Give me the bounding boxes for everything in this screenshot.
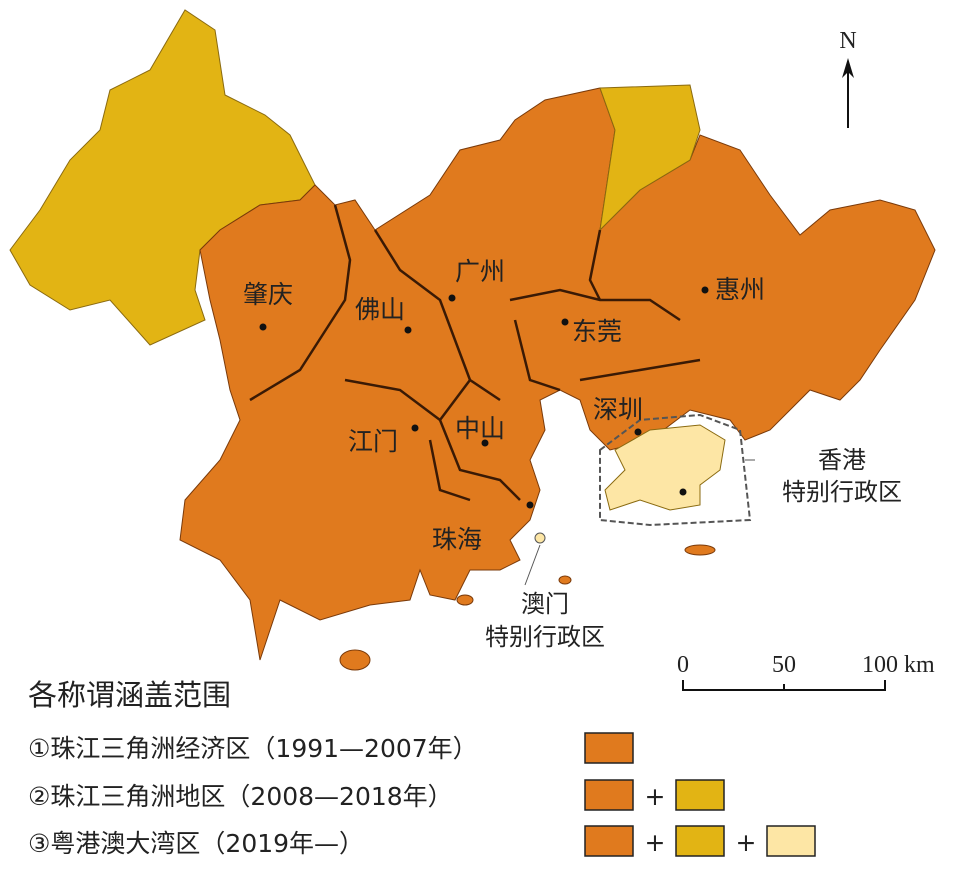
region-label: 澳门 xyxy=(521,590,569,618)
region-orange xyxy=(179,87,936,661)
hong-kong-outline xyxy=(599,413,752,527)
city-label: 东莞 xyxy=(572,317,622,346)
legend-swatches xyxy=(584,732,816,857)
city-label: 江门 xyxy=(348,427,398,456)
scale-label: 0 xyxy=(677,652,689,678)
north-arrow-label: N xyxy=(839,28,856,54)
city-label: 肇庆 xyxy=(243,280,293,309)
islands xyxy=(339,544,716,671)
leader-line xyxy=(524,544,541,586)
city-dots xyxy=(259,286,709,509)
city-label: 佛山 xyxy=(355,295,405,324)
macau xyxy=(534,532,546,544)
scale-label: 100 km xyxy=(862,652,935,678)
scale-bar xyxy=(682,680,886,691)
north-arrow-head xyxy=(842,58,854,78)
city-label: 惠州 xyxy=(715,275,765,304)
city-label: 珠海 xyxy=(432,525,482,554)
legend-plus: + xyxy=(736,828,757,857)
region-label: 特别行政区 xyxy=(782,478,902,506)
legend-title: 各称谓涵盖范围 xyxy=(28,678,231,712)
region-label: 香港 xyxy=(818,446,866,474)
city-label: 中山 xyxy=(455,414,505,443)
legend-plus: + xyxy=(645,828,666,857)
region-yellow xyxy=(599,84,701,232)
legend-plus: + xyxy=(645,782,666,811)
region-label: 特别行政区 xyxy=(485,623,605,651)
legend-label: ②珠江三角洲地区（2008—2018年） xyxy=(28,782,453,811)
hong-kong xyxy=(604,424,726,511)
boundaries xyxy=(249,204,701,502)
city-label: 深圳 xyxy=(593,395,643,424)
scale-label: 50 xyxy=(772,652,796,678)
legend-label: ③粤港澳大湾区（2019年—） xyxy=(28,829,364,858)
city-label: 广州 xyxy=(455,257,505,286)
legend-label: ①珠江三角洲经济区（1991—2007年） xyxy=(28,734,478,763)
